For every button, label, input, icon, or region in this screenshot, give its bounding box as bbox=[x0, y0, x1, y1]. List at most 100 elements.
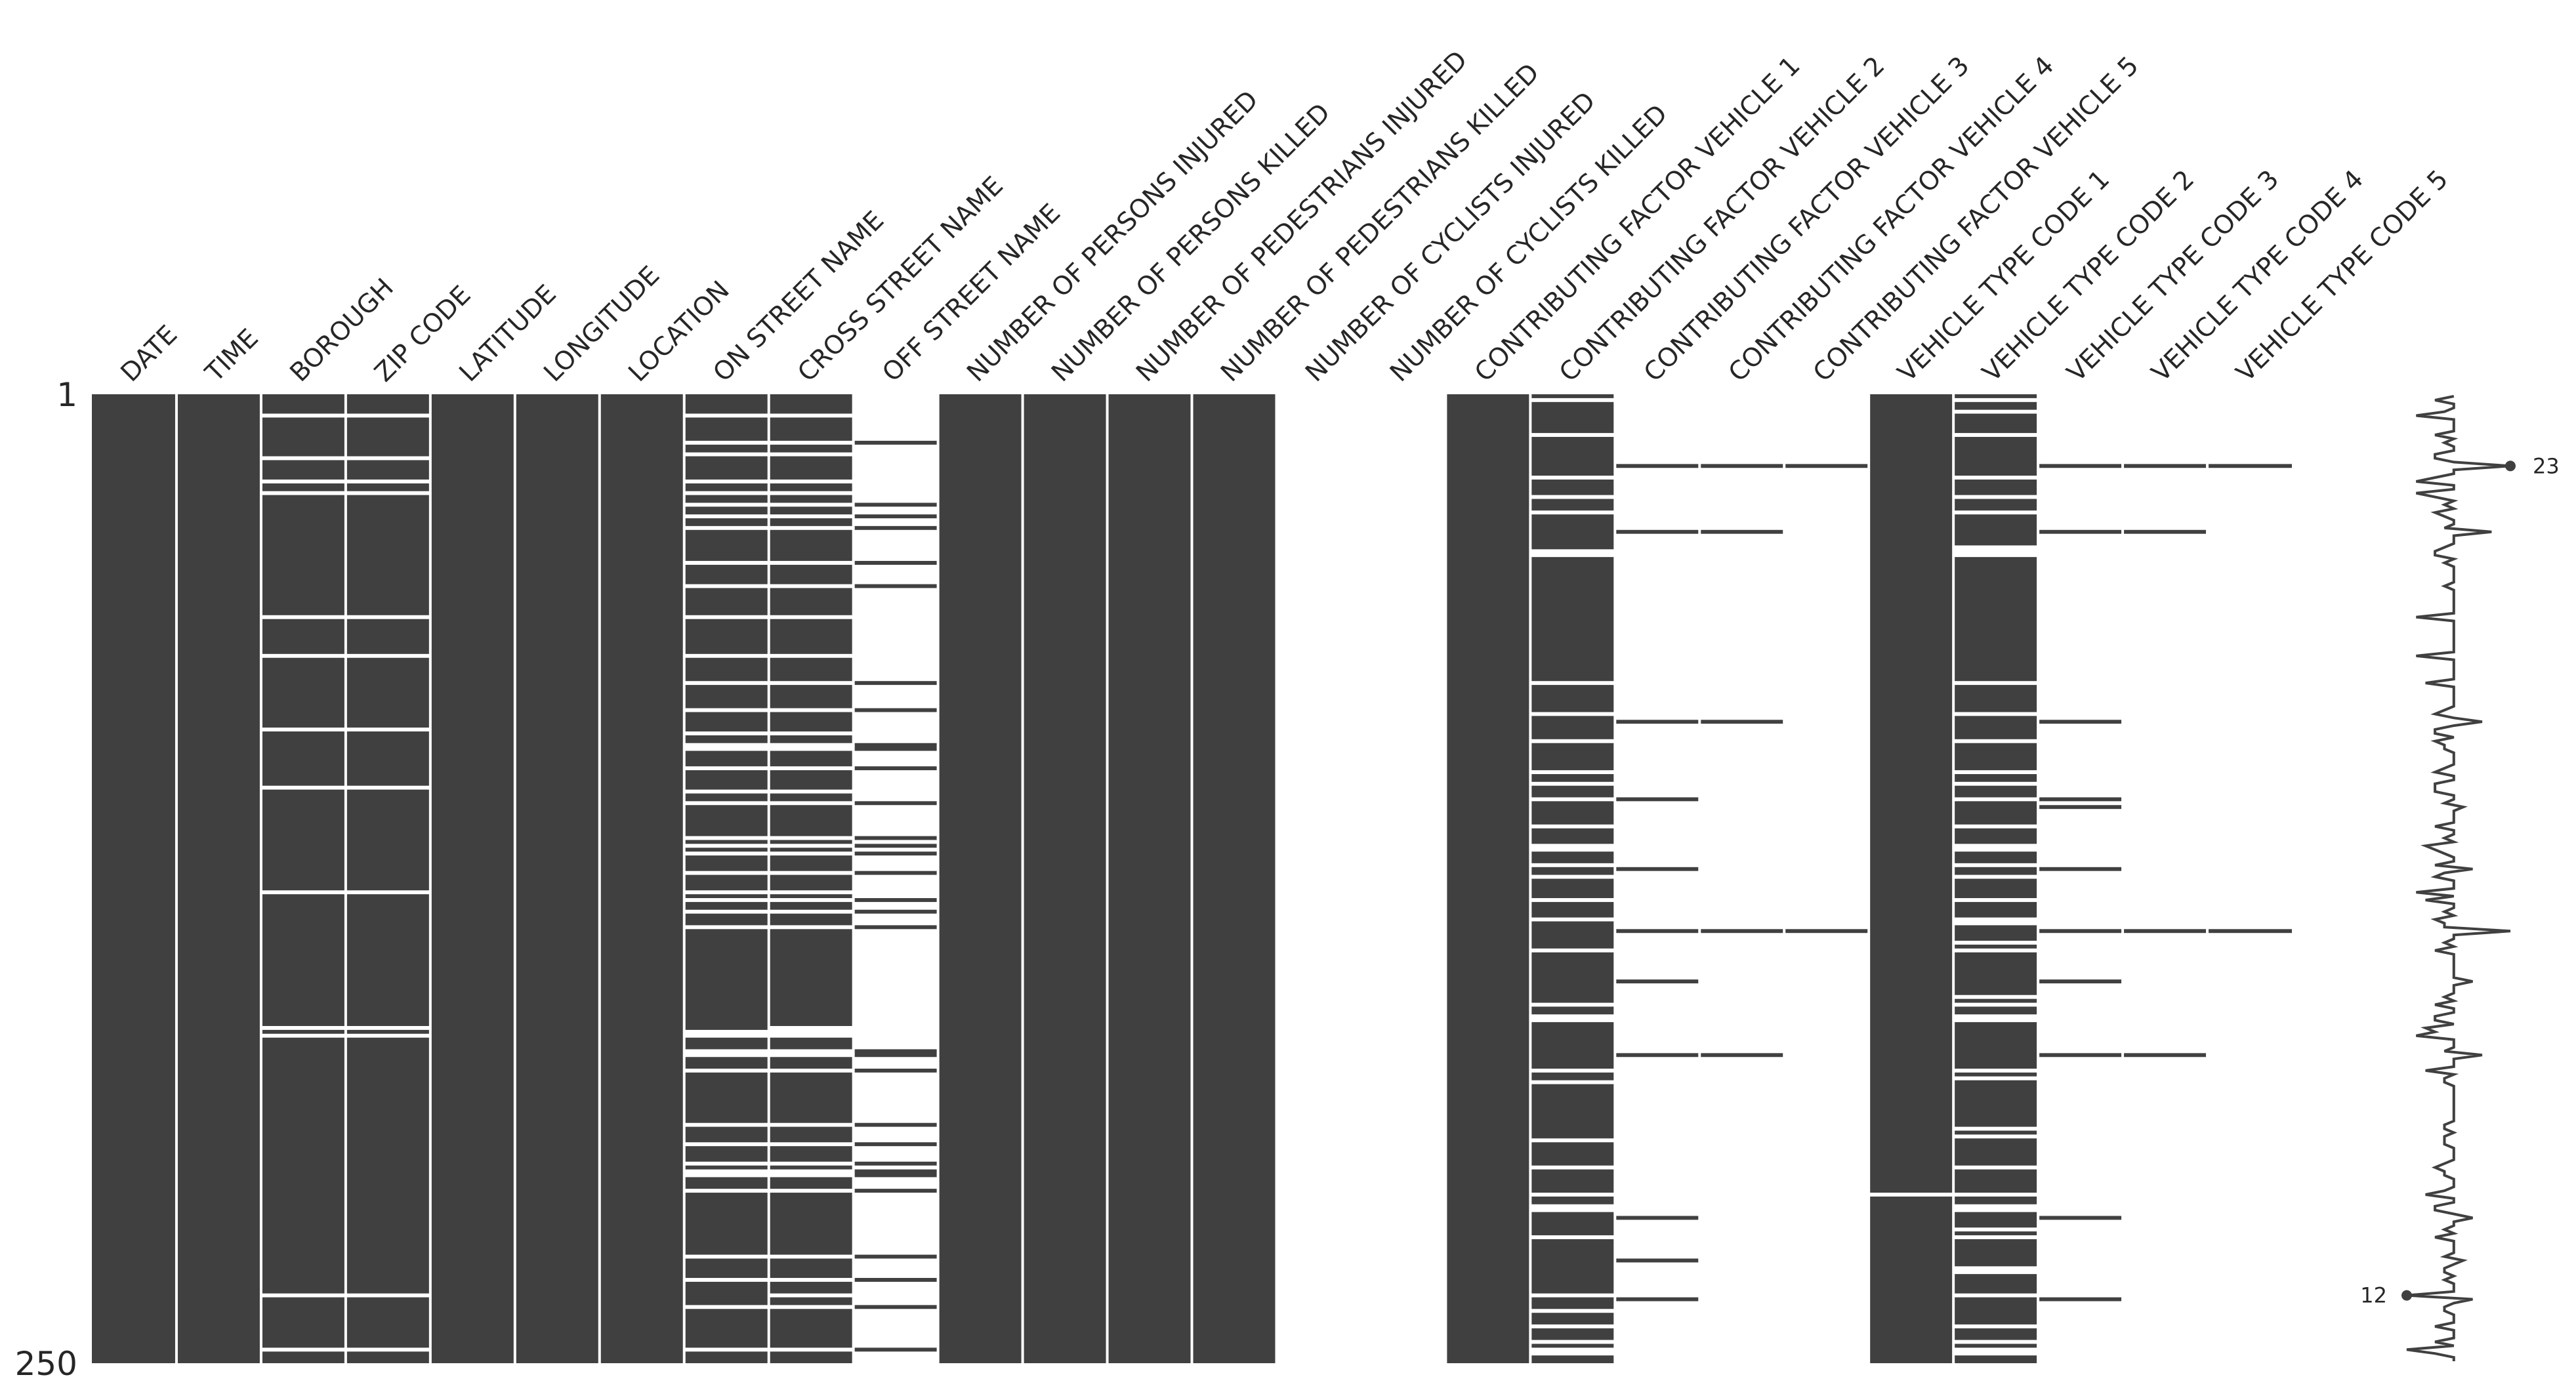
present-cell-run bbox=[768, 564, 854, 585]
present-cell-run bbox=[260, 657, 346, 728]
present-cell-run bbox=[684, 1281, 769, 1305]
present-cell-run bbox=[853, 1161, 938, 1166]
present-cell-run bbox=[1953, 685, 2039, 712]
present-cell-run bbox=[1953, 1344, 2039, 1348]
present-cell-run bbox=[853, 909, 938, 914]
present-cell-run bbox=[1530, 867, 1615, 875]
present-cell-run bbox=[1530, 1355, 1615, 1363]
present-cell-run bbox=[514, 394, 600, 1363]
present-cell-run bbox=[1953, 743, 2039, 771]
present-cell-run bbox=[260, 1297, 346, 1348]
present-cell-run bbox=[853, 708, 938, 712]
present-cell-run bbox=[684, 483, 769, 491]
present-cell-run bbox=[684, 529, 769, 562]
present-cell-run bbox=[853, 503, 938, 507]
present-cell-run bbox=[684, 456, 769, 480]
present-cell-run bbox=[599, 394, 684, 1363]
present-cell-run bbox=[938, 394, 1023, 1363]
present-cell-run bbox=[1953, 1169, 2039, 1193]
present-cell-run bbox=[768, 518, 854, 526]
present-cell-run bbox=[1530, 1142, 1615, 1166]
present-cell-run bbox=[260, 1037, 346, 1294]
present-cell-run bbox=[684, 506, 769, 515]
present-cell-run bbox=[345, 460, 430, 480]
present-cell-run bbox=[768, 793, 854, 802]
present-cell-run bbox=[684, 444, 769, 453]
present-cell-run bbox=[1530, 773, 1615, 782]
present-cell-run bbox=[768, 840, 854, 844]
matrix-cells bbox=[92, 394, 2292, 1363]
present-cell-run bbox=[2123, 464, 2208, 468]
present-cell-run bbox=[1615, 464, 1700, 468]
present-cell-run bbox=[1953, 1130, 2039, 1135]
present-cell-run bbox=[768, 685, 854, 708]
present-cell-run bbox=[684, 1351, 769, 1363]
present-cell-run bbox=[1953, 1239, 2039, 1267]
present-cell-run bbox=[684, 770, 769, 790]
present-cell-run bbox=[768, 874, 854, 891]
present-cell-run bbox=[768, 894, 854, 899]
present-cell-run bbox=[1615, 1297, 1700, 1302]
present-cell-run bbox=[853, 1347, 938, 1352]
present-cell-run bbox=[1953, 773, 2039, 782]
present-cell-run bbox=[2038, 464, 2123, 468]
present-cell-run bbox=[768, 1165, 854, 1170]
present-cell-run bbox=[1953, 514, 2039, 546]
present-cell-run bbox=[684, 840, 769, 844]
present-cell-run bbox=[768, 805, 854, 836]
present-cell-run bbox=[1530, 1084, 1615, 1139]
present-cell-run bbox=[2038, 720, 2123, 724]
present-cell-run bbox=[684, 518, 769, 526]
present-cell-run bbox=[853, 440, 938, 445]
present-cell-run bbox=[1953, 1022, 2039, 1069]
present-cell-run bbox=[1699, 529, 1785, 534]
row-axis-labels: 1 250 bbox=[15, 376, 77, 1383]
present-cell-run bbox=[768, 1297, 854, 1305]
present-cell-run bbox=[768, 1057, 854, 1069]
present-cell-run bbox=[684, 1126, 769, 1143]
present-cell-run bbox=[2207, 929, 2292, 934]
present-cell-run bbox=[684, 929, 769, 1030]
present-cell-run bbox=[684, 1165, 769, 1170]
present-cell-run bbox=[1953, 1196, 2039, 1204]
present-cell-run bbox=[1530, 401, 1615, 434]
present-cell-run bbox=[1615, 929, 1700, 934]
present-cell-run bbox=[1530, 901, 1615, 918]
present-cell-run bbox=[1530, 557, 1615, 682]
present-cell-run bbox=[345, 619, 430, 654]
present-cell-run bbox=[1530, 1022, 1615, 1069]
present-cell-run bbox=[1953, 801, 2039, 825]
present-cell-run bbox=[684, 913, 769, 926]
present-cell-run bbox=[260, 1029, 346, 1034]
present-cell-run bbox=[768, 506, 854, 515]
present-cell-run bbox=[1953, 852, 2039, 863]
present-cell-run bbox=[1615, 720, 1700, 724]
present-cell-run bbox=[853, 836, 938, 840]
ytick-label-last: 250 bbox=[15, 1345, 77, 1383]
present-cell-run bbox=[853, 561, 938, 565]
present-cell-run bbox=[853, 852, 938, 856]
present-cell-run bbox=[1784, 929, 1869, 934]
present-cell-run bbox=[345, 417, 430, 457]
present-cell-run bbox=[2038, 929, 2123, 934]
present-cell-run bbox=[1953, 901, 2039, 918]
present-cell-run bbox=[1953, 413, 2039, 434]
present-cell-run bbox=[768, 750, 854, 767]
present-cell-run bbox=[853, 525, 938, 530]
present-cell-run bbox=[853, 766, 938, 771]
present-cell-run bbox=[2038, 1053, 2123, 1057]
present-cell-run bbox=[1530, 1072, 1615, 1080]
present-cell-run bbox=[1953, 867, 2039, 875]
present-cell-run bbox=[1615, 1258, 1700, 1263]
present-cell-run bbox=[345, 394, 430, 414]
present-cell-run bbox=[768, 394, 854, 414]
completeness-sparkline: 23 12 bbox=[2360, 395, 2560, 1361]
present-cell-run bbox=[1530, 685, 1615, 712]
present-cell-run bbox=[345, 483, 430, 491]
present-cell-run bbox=[260, 483, 346, 491]
present-cell-run bbox=[684, 793, 769, 802]
present-cell-run bbox=[853, 584, 938, 588]
present-cell-run bbox=[768, 770, 854, 790]
